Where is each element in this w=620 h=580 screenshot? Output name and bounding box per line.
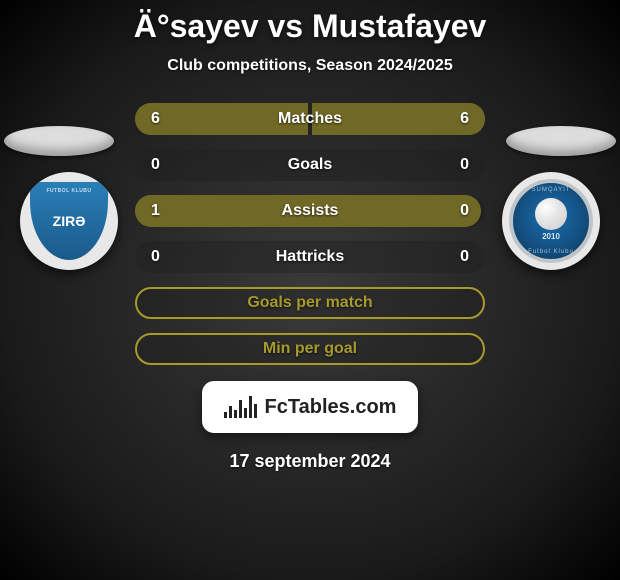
- chart-bar: [234, 410, 237, 418]
- stat-row: 0 0 Goals: [135, 149, 485, 181]
- stat-label: Min per goal: [263, 340, 357, 358]
- right-oval-shadow: [506, 126, 616, 156]
- stat-label: Goals per match: [247, 294, 372, 312]
- stat-row: 6 6 Matches: [135, 103, 485, 135]
- stat-value-left: 6: [151, 110, 160, 128]
- right-crest-bottom-text: Futbol Klubu: [528, 249, 574, 255]
- chart-bar: [224, 412, 227, 418]
- stat-value-right: 0: [460, 248, 469, 266]
- stat-value-left: 0: [151, 248, 160, 266]
- stat-value-right: 0: [460, 156, 469, 174]
- stat-label: Hattricks: [276, 248, 344, 266]
- chart-bar: [249, 396, 252, 418]
- soccer-ball-icon: [535, 198, 567, 230]
- brand-text: FcTables.com: [265, 396, 397, 419]
- left-team-crest: FUTBOL KLUBU ZIRƏ: [30, 182, 108, 260]
- left-oval-shadow: [4, 126, 114, 156]
- bar-chart-icon: [224, 396, 259, 418]
- date-text: 17 september 2024: [229, 451, 390, 472]
- chart-bar: [239, 400, 242, 418]
- stat-value-left: 1: [151, 202, 160, 220]
- stat-value-right: 6: [460, 110, 469, 128]
- stat-row: Min per goal: [135, 333, 485, 365]
- stat-label: Matches: [278, 110, 342, 128]
- chart-bar: [229, 406, 232, 418]
- right-crest-year: 2010: [542, 232, 560, 241]
- stat-row: Goals per match: [135, 287, 485, 319]
- chart-bar: [244, 408, 247, 418]
- stat-row: 1 0 Assists: [135, 195, 485, 227]
- right-crest-top-text: SUMQAYIT: [532, 187, 571, 193]
- stat-value-right: 0: [460, 202, 469, 220]
- stat-value-left: 0: [151, 156, 160, 174]
- right-team-badge: SUMQAYIT 2010 Futbol Klubu: [502, 172, 600, 270]
- stat-label: Assists: [282, 202, 339, 220]
- stat-row: 0 0 Hattricks: [135, 241, 485, 273]
- page-title: Ä°sayev vs Mustafayev: [134, 8, 487, 45]
- left-crest-arc-text: FUTBOL KLUBU: [46, 188, 91, 194]
- stat-label: Goals: [288, 156, 332, 174]
- left-team-badge: FUTBOL KLUBU ZIRƏ: [20, 172, 118, 270]
- brand-logo-box[interactable]: FcTables.com: [202, 381, 418, 433]
- right-team-crest: SUMQAYIT 2010 Futbol Klubu: [509, 179, 593, 263]
- chart-bar: [254, 404, 257, 418]
- stats-rows: 6 6 Matches 0 0 Goals 1 0 Assists 0 0 Hattricks Goal…: [135, 103, 485, 365]
- left-team-name: ZIRƏ: [53, 213, 86, 229]
- subtitle: Club competitions, Season 2024/2025: [167, 57, 452, 75]
- comparison-card: Ä°sayev vs Mustafayev Club competitions,…: [0, 0, 620, 472]
